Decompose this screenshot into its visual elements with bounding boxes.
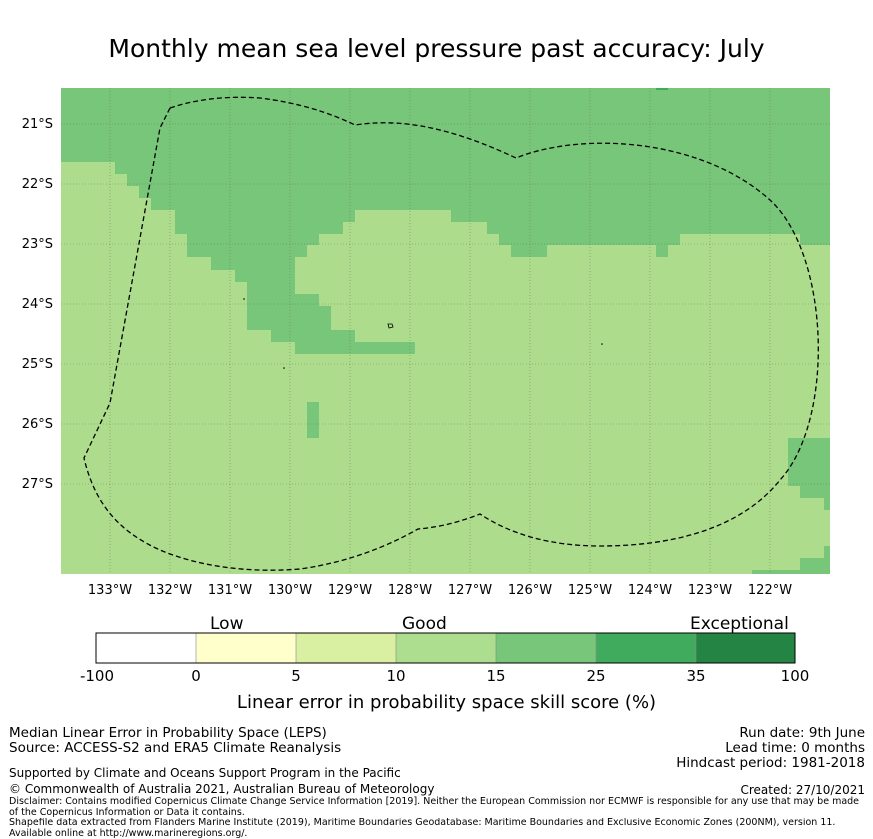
colorbar-segment-5 [596,633,696,663]
lon-label: 124°W [628,583,672,598]
colorbar-tick: 35 [686,667,706,685]
footer-leps: Median Linear Error in Probability Space… [9,725,327,741]
footer-shapefile: Shapefile data extracted from Flanders M… [9,818,836,839]
colorbar-segment-1 [196,633,296,663]
colorbar-tick: 5 [291,667,301,685]
lon-label: 126°W [508,583,552,598]
lat-label: 22°S [22,177,53,192]
island-1 [387,323,394,329]
colorbar-tick: 25 [586,667,606,685]
region-good-plus-edge [752,570,800,574]
eez-boundary [83,96,819,571]
colorbar-category-exceptional: Exceptional [690,614,789,634]
colorbar [95,632,796,664]
lon-label: 133°W [88,583,132,598]
region-good-plus-patch [307,402,319,438]
lat-label: 21°S [22,117,53,132]
lat-label: 26°S [22,417,53,432]
colorbar-segment-0 [96,633,196,663]
island-2 [243,298,245,300]
lon-label: 129°W [328,583,372,598]
colorbar-category-good: Good [402,614,447,634]
colorbar-segment-6 [696,633,795,663]
colorbar-segment-2 [296,633,396,663]
lat-label: 27°S [22,477,53,492]
lon-label: 131°W [208,583,252,598]
lon-label: 123°W [688,583,732,598]
gridlines [61,88,830,574]
lon-label: 132°W [148,583,192,598]
map-panel [61,88,830,574]
lat-label: 23°S [22,237,53,252]
footer-lead-time: Lead time: 0 months [725,740,865,756]
lat-label: 25°S [22,357,53,372]
region-top-sliver [656,88,668,90]
footer-run-date: Run date: 9th June [739,725,865,741]
lon-label: 127°W [448,583,492,598]
footer-disclaimer: Disclaimer: Contains modified Copernicus… [9,796,860,818]
colorbar-frame [95,632,796,664]
footer-hindcast: Hindcast period: 1981-2018 [676,755,865,771]
colorbar-tick: 0 [191,667,201,685]
colorbar-tick: 100 [780,667,810,685]
footer-source: Source: ACCESS-S2 and ERA5 Climate Reana… [9,740,342,756]
lon-label: 122°W [748,583,792,598]
island-3 [283,367,285,369]
colorbar-title: Linear error in probability space skill … [236,692,657,713]
lat-axis: 21°S 22°S 23°S 24°S 25°S 26°S 27°S [22,117,53,492]
colorbar-tick: 10 [386,667,406,685]
lon-label: 128°W [388,583,432,598]
island-4 [601,343,603,345]
lon-axis: 133°W 132°W 131°W 130°W 129°W 128°W 127°… [88,583,792,598]
lon-label: 130°W [268,583,312,598]
colorbar-segment-4 [496,633,596,663]
page-title: Monthly mean sea level pressure past acc… [108,34,765,63]
colorbar-tick: -100 [79,667,115,685]
lon-label: 125°W [568,583,612,598]
lat-label: 24°S [22,297,53,312]
region-good-plus-corner [800,546,830,574]
footer-created: Created: 27/10/2021 [740,783,865,797]
colorbar-category-low: Low [210,614,244,634]
colorbar-segment-3 [396,633,496,663]
colorbar-tick: 15 [486,667,506,685]
region-good-plus-north [61,88,830,354]
region-good-plus-southeast [788,438,830,510]
footer-support: Supported by Climate and Oceans Support … [9,766,401,780]
footer-copyright: © Commonwealth of Australia 2021, Austra… [9,782,435,796]
